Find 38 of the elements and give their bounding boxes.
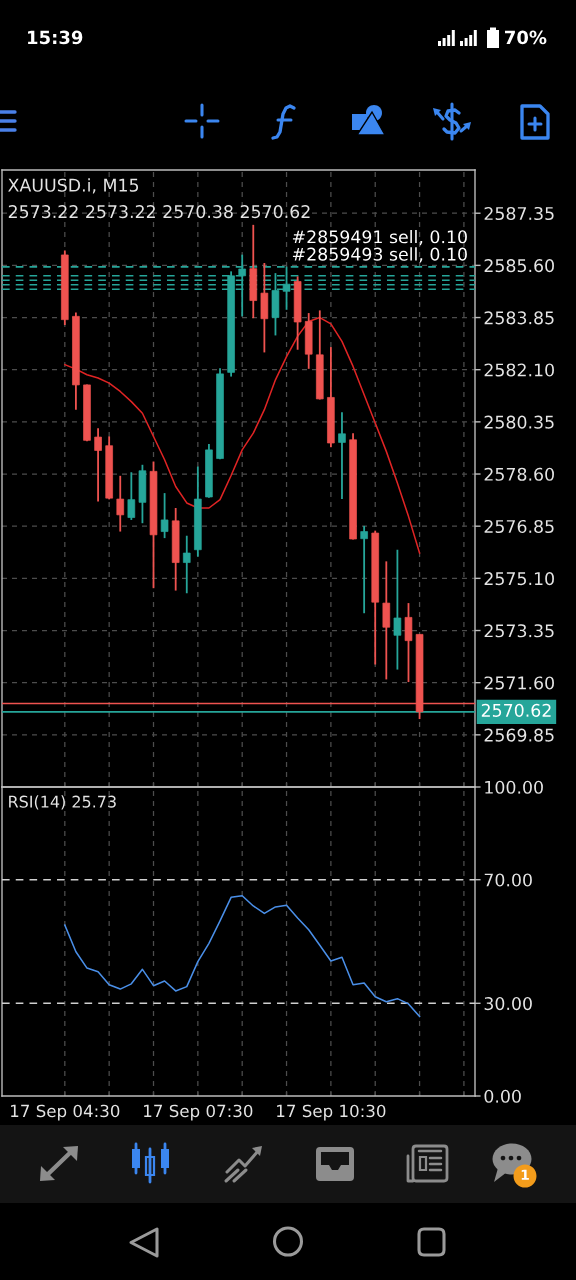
text: 15:39: [28, 30, 83, 45]
line-series: [64, 316, 421, 554]
candlestick: [127, 471, 136, 521]
candlestick: [94, 427, 102, 503]
chart-title: RSI(14) 25.73: [9, 795, 116, 810]
candlestick: [338, 411, 346, 500]
line-series: [64, 895, 421, 1018]
ref-line-label: 2570.62: [481, 703, 551, 717]
candlestick: [404, 602, 413, 683]
y-tick-label: 2583.85: [484, 311, 554, 325]
candlestick: [182, 534, 191, 595]
x-tick-label: 17 Sep 07:30: [144, 1104, 253, 1121]
y-tick-label: 2575.10: [484, 572, 554, 586]
candlestick: [360, 524, 368, 615]
ref-line-label: #2859491 sell, 0.10: [292, 229, 467, 246]
y-tick-label: 2569.85: [484, 728, 554, 742]
candlestick: [160, 492, 169, 540]
y-tick-label: 2582.10: [484, 363, 554, 377]
y-tick-label: 2580.35: [484, 415, 554, 429]
ref-line-label: #2859493 sell, 0.10: [292, 247, 467, 263]
y-tick-label: 2578.60: [484, 467, 554, 481]
text: 2573.22 2573.22 2570.38 2570.62: [8, 205, 310, 219]
y-tick-label: 2576.85: [484, 519, 554, 534]
candlestick: [393, 548, 402, 671]
text: 1: [521, 1169, 529, 1180]
candlestick: [116, 474, 125, 533]
y-tick-label: 2573.35: [484, 624, 554, 638]
y-tick-label: 30.00: [484, 997, 532, 1011]
y-tick-label: 2587.35: [484, 206, 554, 221]
y-tick-label: 2585.60: [484, 259, 554, 273]
y-tick-label: 70.00: [484, 873, 532, 887]
y-tick-label: 0.00: [484, 1089, 521, 1103]
x-tick-label: 17 Sep 10:30: [277, 1104, 386, 1121]
y-tick-label: 2571.60: [484, 676, 554, 690]
y-tick-label: 100.00: [485, 780, 543, 794]
chart-title: XAUUSD.i, M15: [8, 178, 139, 194]
x-tick-label: 17 Sep 04:30: [11, 1104, 120, 1121]
text: 70%: [504, 30, 547, 45]
